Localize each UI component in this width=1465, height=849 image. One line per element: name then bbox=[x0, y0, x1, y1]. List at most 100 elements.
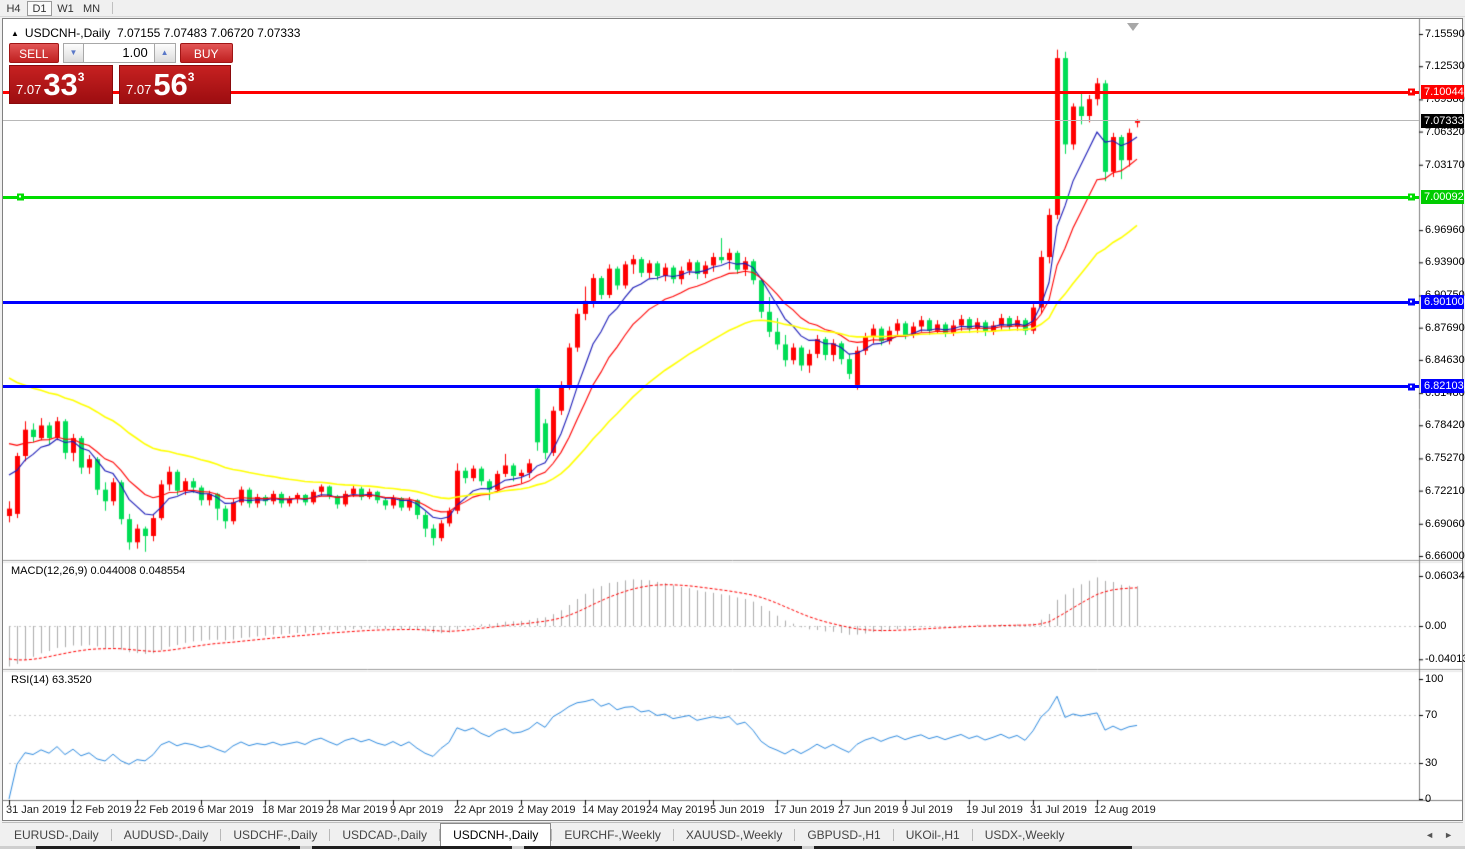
date-label-12-aug-2019: 12 Aug 2019 bbox=[1094, 804, 1156, 816]
price-tick-6.87690: 6.87690 bbox=[1425, 321, 1465, 334]
tab-audusd-daily[interactable]: AUDUSD-,Daily bbox=[123, 827, 209, 842]
volume-input[interactable]: 1.00 bbox=[84, 43, 154, 63]
price-tick-6.93900: 6.93900 bbox=[1425, 256, 1465, 269]
bid-price-big-digits: 33 bbox=[43, 67, 78, 102]
hline-handle-right[interactable] bbox=[1408, 88, 1415, 96]
collapse-trade-panel-icon[interactable]: ▲ bbox=[11, 29, 19, 38]
hline-6.82103[interactable] bbox=[3, 383, 1419, 390]
rsi-tick-0: 0 bbox=[1425, 793, 1432, 805]
date-label-9-jul-2019: 9 Jul 2019 bbox=[902, 804, 953, 816]
chart-window: ▲ USDCNH-,Daily 7.07155 7.07483 7.06720 7… bbox=[2, 18, 1465, 821]
date-label-19-jul-2019: 19 Jul 2019 bbox=[966, 804, 1023, 816]
tab-xauusd-weekly[interactable]: XAUUSD-,Weekly bbox=[685, 827, 783, 842]
tab-scroll-right-icon[interactable]: ► bbox=[1444, 829, 1453, 840]
hline-7.10044[interactable] bbox=[3, 88, 1419, 96]
bid-price-pip-digit: 3 bbox=[77, 70, 85, 84]
tab-separator bbox=[672, 828, 674, 841]
price-badge-7.07333: 7.07333 bbox=[1421, 113, 1464, 128]
price-badge-6.82103: 6.82103 bbox=[1421, 379, 1464, 394]
timeframe-toolbar: H4 D1 W1 MN bbox=[0, 0, 1465, 17]
bid-price-prefix: 7.07 bbox=[16, 82, 42, 97]
sell-button[interactable]: SELL bbox=[9, 43, 59, 63]
date-label-2-may-2019: 2 May 2019 bbox=[518, 804, 576, 816]
date-label-12-feb-2019: 12 Feb 2019 bbox=[70, 804, 132, 816]
price-tick-7.06320: 7.06320 bbox=[1425, 125, 1465, 138]
rsi-tick-30: 30 bbox=[1425, 757, 1438, 769]
rsi-tick-100: 100 bbox=[1425, 673, 1444, 685]
timeframe-button-d1[interactable]: D1 bbox=[27, 0, 52, 16]
tab-gbpusd-h1[interactable]: GBPUSD-,H1 bbox=[807, 827, 881, 842]
tab-separator bbox=[110, 828, 112, 841]
tab-usdcad-daily[interactable]: USDCAD-,Daily bbox=[342, 827, 428, 842]
tab-eurusd-daily[interactable]: EURUSD-,Daily bbox=[14, 827, 99, 842]
hline-handle-right[interactable] bbox=[1408, 193, 1415, 201]
ask-price-prefix: 7.07 bbox=[126, 82, 152, 97]
hline-6.90100[interactable] bbox=[3, 298, 1419, 306]
taskbar-sliver bbox=[0, 846, 1465, 849]
ask-price-big-digits: 56 bbox=[153, 67, 188, 102]
symbol-period-label: USDCNH-,Daily bbox=[24, 26, 111, 40]
timeframe-button-mn[interactable]: MN bbox=[82, 2, 101, 15]
price-tick-6.75270: 6.75270 bbox=[1425, 452, 1465, 465]
tab-usdchf-daily[interactable]: USDCHF-,Daily bbox=[233, 827, 318, 842]
chart-tab-bar: EURUSD-,Daily AUDUSD-,Daily USDCHF-,Daily U… bbox=[2, 822, 1463, 846]
date-label-28-mar-2019: 28 Mar 2019 bbox=[326, 804, 388, 816]
tab-eurchf-weekly[interactable]: EURCHF-,Weekly bbox=[564, 827, 661, 842]
tab-separator bbox=[551, 828, 553, 841]
macd-tick-0.00: 0.00 bbox=[1425, 620, 1447, 632]
macd-tick-0.060343: 0.060343 bbox=[1425, 569, 1465, 582]
chart-shift-marker-icon[interactable] bbox=[1127, 23, 1139, 31]
volume-decrease-button[interactable]: ▼ bbox=[62, 43, 85, 63]
ohlc-values: 7.07155 7.07483 7.06720 7.07333 bbox=[116, 26, 301, 40]
tab-ukoil-h1[interactable]: UKOil-,H1 bbox=[905, 827, 960, 842]
hline-handle-left[interactable] bbox=[17, 193, 24, 201]
date-label-22-apr-2019: 22 Apr 2019 bbox=[454, 804, 514, 816]
date-label-9-apr-2019: 9 Apr 2019 bbox=[390, 804, 444, 816]
toolbar-separator bbox=[112, 2, 113, 14]
date-label-24-may-2019: 24 May 2019 bbox=[646, 804, 710, 816]
rsi-indicator-label: RSI(14) 63.3520 bbox=[11, 674, 92, 686]
price-chart-canvas[interactable] bbox=[3, 19, 1462, 820]
date-label-27-jun-2019: 27 Jun 2019 bbox=[838, 804, 899, 816]
tab-separator bbox=[892, 828, 894, 841]
price-tick-7.12530: 7.12530 bbox=[1425, 60, 1465, 73]
price-tick-6.66000: 6.66000 bbox=[1425, 549, 1465, 562]
price-tick-6.84630: 6.84630 bbox=[1425, 353, 1465, 366]
macd-tick--0.040136: -0.040136 bbox=[1425, 653, 1465, 666]
tab-usdx-weekly[interactable]: USDX-,Weekly bbox=[984, 827, 1065, 842]
macd-indicator-label: MACD(12,26,9) 0.044008 0.048554 bbox=[11, 565, 186, 577]
chart-ohlc-title: ▲ USDCNH-,Daily 7.07155 7.07483 7.06720 7… bbox=[11, 26, 300, 40]
price-badge-7.00092: 7.00092 bbox=[1421, 190, 1464, 205]
hline-handle-right[interactable] bbox=[1408, 298, 1415, 306]
hline-handle-right[interactable] bbox=[1408, 383, 1415, 390]
one-click-trading-panel: SELL ▼ 1.00 ▲ BUY 7.07 33 3 7.07 56 3 bbox=[9, 43, 233, 104]
date-label-18-mar-2019: 18 Mar 2019 bbox=[262, 804, 324, 816]
buy-button[interactable]: BUY bbox=[179, 43, 233, 63]
ask-price-pip-digit: 3 bbox=[187, 70, 195, 84]
timeframe-button-h4[interactable]: H4 bbox=[6, 2, 21, 15]
date-label-5-jun-2019: 5 Jun 2019 bbox=[710, 804, 765, 816]
tab-separator bbox=[971, 828, 973, 841]
tab-separator bbox=[439, 828, 441, 841]
price-tick-6.69060: 6.69060 bbox=[1425, 517, 1465, 530]
tab-separator bbox=[220, 828, 222, 841]
date-label-14-may-2019: 14 May 2019 bbox=[582, 804, 646, 816]
hline-7.07333 bbox=[3, 120, 1419, 122]
date-label-31-jan-2019: 31 Jan 2019 bbox=[6, 804, 67, 816]
tab-scroll-left-icon[interactable]: ◄ bbox=[1425, 829, 1435, 840]
bid-price-box[interactable]: 7.07 33 3 bbox=[9, 65, 113, 104]
volume-increase-button[interactable]: ▲ bbox=[153, 43, 176, 63]
price-tick-6.96960: 6.96960 bbox=[1425, 224, 1465, 237]
ask-price-box[interactable]: 7.07 56 3 bbox=[119, 65, 231, 104]
tab-separator bbox=[794, 828, 796, 841]
price-badge-6.90100: 6.90100 bbox=[1421, 295, 1464, 310]
timeframe-button-w1[interactable]: W1 bbox=[57, 2, 74, 15]
price-tick-7.15590: 7.15590 bbox=[1425, 28, 1465, 40]
hline-7.00092[interactable] bbox=[3, 193, 1419, 201]
rsi-tick-70: 70 bbox=[1425, 709, 1438, 721]
date-label-6-mar-2019: 6 Mar 2019 bbox=[198, 804, 254, 816]
tab-separator bbox=[329, 828, 331, 841]
date-label-22-feb-2019: 22 Feb 2019 bbox=[134, 804, 196, 816]
tab-scroll-arrows: ◄ ► bbox=[1425, 823, 1463, 846]
tab-usdcnh-daily[interactable]: USDCNH-,Daily bbox=[440, 823, 552, 846]
